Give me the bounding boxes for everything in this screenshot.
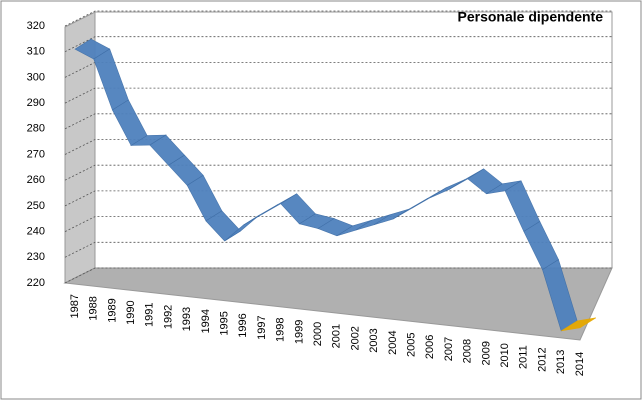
y-tick-label: 310 <box>27 46 45 58</box>
grid-line <box>64 267 612 284</box>
grid-line <box>64 164 612 181</box>
x-tick-label: 1997 <box>256 315 268 339</box>
x-tick-label: 2007 <box>443 337 455 361</box>
grid-line <box>64 113 612 130</box>
y-tick-label: 290 <box>27 97 45 109</box>
x-tick-label: 1999 <box>293 320 305 344</box>
line-segment <box>561 317 597 332</box>
y-tick-label: 240 <box>27 226 45 238</box>
x-tick-label: 2009 <box>480 341 492 365</box>
x-tick-label: 2004 <box>387 330 399 354</box>
x-tick-label: 1987 <box>69 294 81 318</box>
y-tick-label: 220 <box>27 277 45 289</box>
x-tick-label: 2010 <box>499 343 511 367</box>
grid-line <box>64 241 612 258</box>
x-tick-label: 1998 <box>275 318 287 342</box>
x-tick-label: 1996 <box>237 313 249 337</box>
floor <box>63 267 613 341</box>
grid-line <box>64 10 612 27</box>
y-tick-label: 250 <box>27 200 45 212</box>
grid-line <box>64 216 612 232</box>
chart-title: Personale dipendente <box>458 9 604 25</box>
grid-line <box>64 36 612 53</box>
x-tick-label: 2011 <box>518 345 530 369</box>
grid-line <box>64 190 612 207</box>
y-tick-label: 280 <box>27 123 45 135</box>
x-tick-label: 1995 <box>219 311 231 335</box>
x-tick-label: 1994 <box>200 309 212 333</box>
x-tick-label: 1990 <box>125 300 137 324</box>
x-tick-label: 1991 <box>144 303 156 327</box>
x-tick-label: 2000 <box>312 322 324 346</box>
x-tick-label: 2001 <box>331 324 343 348</box>
x-tick-label: 2003 <box>368 328 380 352</box>
x-tick-label: 2005 <box>406 332 418 356</box>
grid-line <box>64 139 612 155</box>
x-tick-label: 1993 <box>181 307 193 331</box>
y-tick-label: 270 <box>27 148 45 160</box>
x-tick-label: 1992 <box>162 305 174 329</box>
x-tick-label: 1989 <box>106 298 118 322</box>
x-tick-label: 2013 <box>555 350 567 374</box>
y-tick-label: 300 <box>27 71 45 83</box>
grid-line <box>64 87 612 104</box>
x-tick-label: 2012 <box>536 347 548 371</box>
x-tick-label: 1988 <box>88 296 100 320</box>
y-tick-label: 260 <box>27 174 45 186</box>
y-tick-label: 230 <box>27 251 45 263</box>
y-tick-label: 320 <box>27 20 45 32</box>
x-tick-label: 2008 <box>462 339 474 363</box>
x-tick-label: 2002 <box>349 326 361 350</box>
x-tick-label: 2006 <box>424 335 436 359</box>
x-tick-label: 2014 <box>574 352 586 376</box>
